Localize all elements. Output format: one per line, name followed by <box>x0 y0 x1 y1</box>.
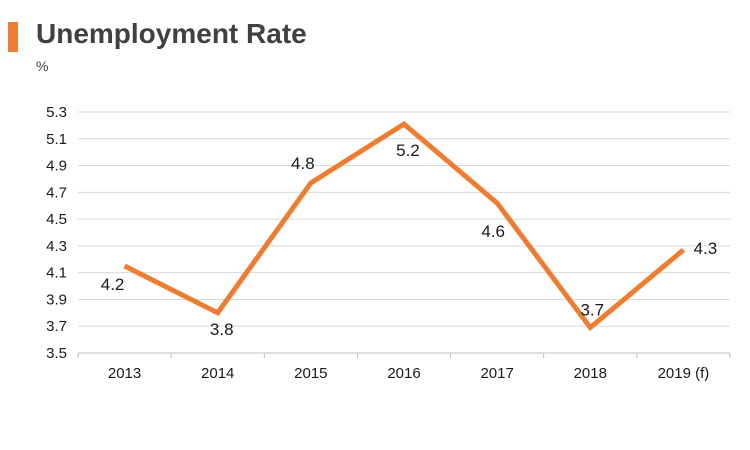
y-tick-label: 4.1 <box>46 265 67 282</box>
y-tick-label: 3.9 <box>46 291 67 308</box>
y-tick-label: 4.7 <box>46 184 67 201</box>
data-label: 5.2 <box>396 141 420 160</box>
title-accent-bar <box>8 22 18 52</box>
x-tick-label: 2015 <box>294 365 327 382</box>
y-tick-label: 4.3 <box>46 238 67 255</box>
data-label: 4.3 <box>694 239 718 258</box>
y-axis-ticks: 3.5 3.7 3.9 4.1 4.3 4.5 4.7 4.9 5.1 5.3 <box>46 104 67 362</box>
y-axis-unit: % <box>36 58 49 74</box>
x-tick-label: 2016 <box>387 365 420 382</box>
chart-title: Unemployment Rate <box>36 18 307 49</box>
data-label: 3.7 <box>580 301 604 320</box>
series-line-unemployment <box>123 120 686 332</box>
data-label: 4.8 <box>291 154 315 173</box>
data-label: 3.8 <box>210 320 234 339</box>
x-tick-label: 2019 (f) <box>658 365 710 382</box>
x-tick-label: 2014 <box>201 365 234 382</box>
x-tick-label: 2013 <box>108 365 141 382</box>
data-label: 4.6 <box>481 222 505 241</box>
series <box>123 120 686 332</box>
x-axis-ticks: 2013 2014 2015 2016 2017 2018 2019 (f) <box>77 352 731 382</box>
y-tick-label: 3.7 <box>46 318 67 335</box>
y-tick-label: 5.3 <box>46 104 67 121</box>
y-tick-label: 3.5 <box>46 345 67 362</box>
x-tick-label: 2018 <box>574 365 607 382</box>
y-tick-label: 4.9 <box>46 158 67 175</box>
x-tick-label: 2017 <box>480 365 513 382</box>
data-label: 4.2 <box>101 275 125 294</box>
y-tick-label: 4.5 <box>46 211 67 228</box>
data-labels: 4.2 3.8 4.8 5.2 4.6 3.7 4.3 <box>101 141 717 339</box>
y-tick-label: 5.1 <box>46 131 67 148</box>
